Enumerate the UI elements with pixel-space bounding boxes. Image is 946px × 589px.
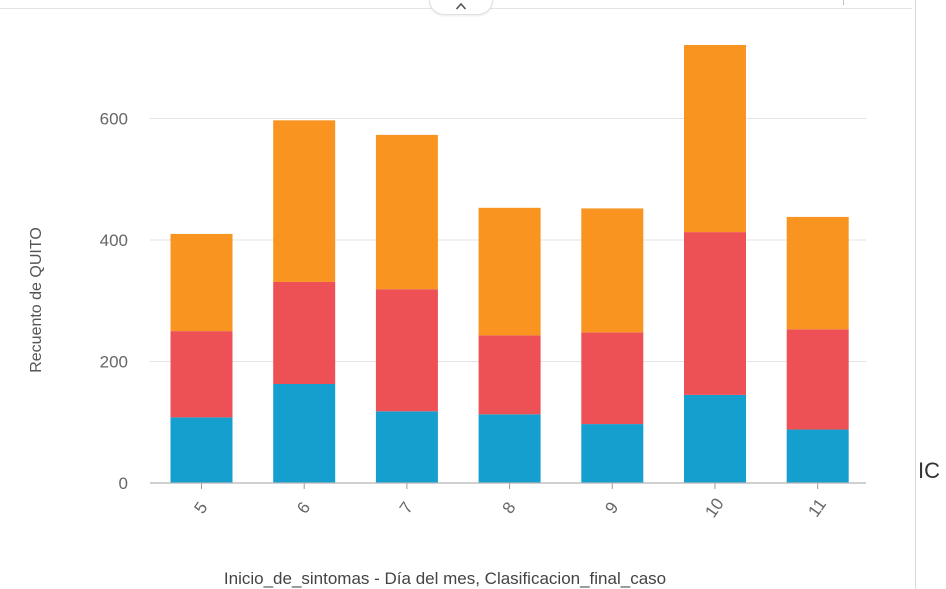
bar-segment[interactable]: [684, 394, 746, 483]
x-tick-label: 11: [804, 495, 830, 520]
chevron-up-icon: [455, 2, 467, 10]
bar-segment[interactable]: [581, 424, 644, 483]
panel-divider: [915, 0, 916, 589]
bar-segment[interactable]: [478, 414, 541, 483]
bar-segment[interactable]: [786, 429, 849, 483]
bar-segment[interactable]: [786, 329, 849, 430]
bar-segment[interactable]: [375, 134, 438, 290]
bar-segment[interactable]: [581, 208, 644, 333]
bar-segment[interactable]: [581, 332, 644, 425]
y-tick-label: 600: [100, 110, 128, 129]
x-tick-label: 7: [396, 499, 417, 518]
bar-segment[interactable]: [375, 289, 438, 412]
x-tick-label: 10: [701, 495, 727, 521]
bar-segment[interactable]: [273, 281, 336, 384]
x-axis-label: Inicio_de_sintomas - Día del mes, Clasif…: [0, 569, 912, 589]
bar-segment[interactable]: [684, 232, 746, 395]
y-axis-label: Recuento de QUITO: [28, 227, 45, 373]
bar-segment[interactable]: [170, 417, 233, 483]
side-panel-text: IC: [918, 458, 940, 483]
x-axis-label-text: Inicio_de_sintomas - Día del mes, Clasif…: [223, 569, 667, 588]
y-axis-ticks: 0 200 400 600: [100, 110, 128, 494]
bar-segment[interactable]: [478, 207, 541, 336]
y-tick-label: 200: [100, 353, 128, 372]
bar-segment[interactable]: [170, 331, 233, 418]
bar-segment[interactable]: [786, 216, 849, 330]
x-tick-label: 6: [293, 499, 314, 518]
bar-segment[interactable]: [684, 44, 746, 233]
bar-segment[interactable]: [478, 335, 541, 415]
bar-segment[interactable]: [170, 233, 233, 332]
bar-segment[interactable]: [273, 120, 336, 282]
x-axis-ticks: 5 6 7 8 9 10 11: [190, 483, 830, 521]
panel-edge-mark: [843, 0, 844, 5]
y-tick-label: 400: [100, 231, 128, 250]
bar-segment[interactable]: [375, 411, 438, 483]
bar-segment[interactable]: [273, 383, 336, 483]
stacked-bar-chart: 0 200 400 600 5 6 7 8 9 10 11: [100, 44, 866, 521]
x-tick-label: 5: [190, 499, 211, 518]
bars: [170, 44, 849, 483]
x-tick-label: 8: [499, 499, 520, 518]
x-tick-label: 9: [601, 499, 622, 518]
y-tick-label: 0: [119, 474, 128, 493]
